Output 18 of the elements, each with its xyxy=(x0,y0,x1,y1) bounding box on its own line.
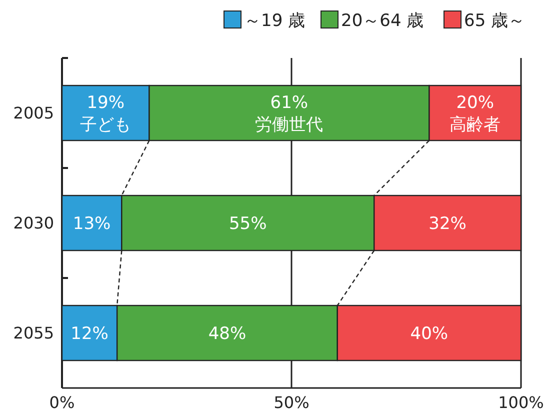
x-tick-label: 100% xyxy=(498,393,544,412)
data-label: 48% xyxy=(208,324,246,344)
data-label: 13% xyxy=(72,214,111,234)
data-label: 12% xyxy=(70,324,108,344)
y-tick-label: 2030 xyxy=(13,214,54,233)
legend-label: 20～64 歳 xyxy=(341,10,424,31)
data-label: 19% 子ども xyxy=(80,92,132,135)
data-label: 32% xyxy=(428,214,466,234)
x-tick-label: 50% xyxy=(274,393,310,412)
data-label: 20% 高齢者 xyxy=(450,92,501,135)
data-label: 61% 労働世代 xyxy=(255,92,324,135)
legend-label: 65 歳～ xyxy=(464,10,526,31)
legend-label: ～19 歳 xyxy=(244,10,306,31)
y-tick-label: 2005 xyxy=(13,104,54,123)
data-label: 55% xyxy=(228,214,267,234)
x-tick-label: 0% xyxy=(49,393,75,412)
y-tick-label: 2055 xyxy=(13,324,54,343)
data-label: 40% xyxy=(410,324,448,344)
